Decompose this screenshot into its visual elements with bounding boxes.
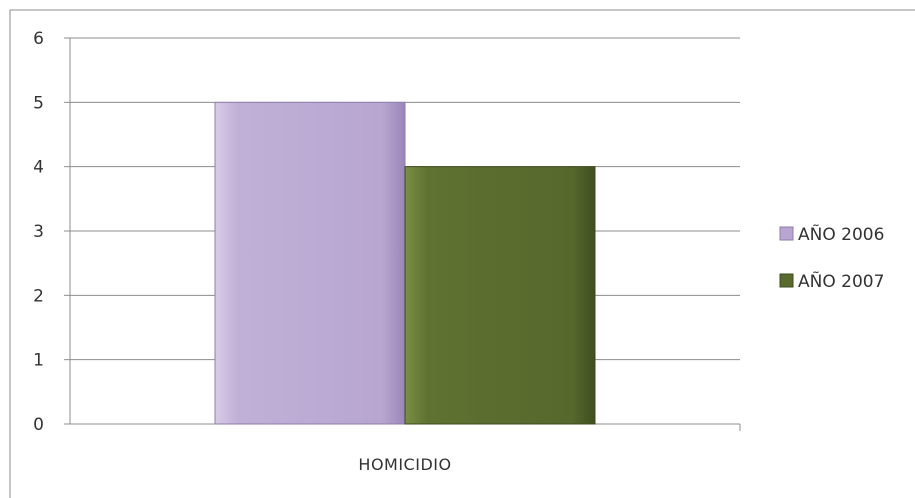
y-tick-label: 1 <box>33 351 44 371</box>
legend: AÑO 2006 AÑO 2007 <box>779 223 884 292</box>
chart-border <box>9 9 915 498</box>
y-tick-label: 5 <box>33 93 44 113</box>
x-axis: HOMICIDIO <box>358 455 451 474</box>
y-axis: 0 1 2 3 4 5 6 <box>33 29 741 435</box>
legend-swatch-2006 <box>779 226 794 241</box>
bar-año-2006 <box>214 101 406 425</box>
bar-año-2007 <box>404 166 596 425</box>
y-tick-label: 3 <box>33 222 44 242</box>
y-tick-label: 4 <box>33 158 44 178</box>
legend-label-2006: AÑO 2006 <box>798 223 884 245</box>
x-category-label: HOMICIDIO <box>358 455 451 474</box>
bars <box>214 101 596 425</box>
y-tick-label: 0 <box>33 415 44 435</box>
legend-label-2007: AÑO 2007 <box>798 270 884 292</box>
legend-swatch-2007 <box>779 273 794 288</box>
y-tick-label: 6 <box>33 29 44 49</box>
legend-item-2007: AÑO 2007 <box>779 270 884 292</box>
y-tick-label: 2 <box>33 286 44 306</box>
legend-item-2006: AÑO 2006 <box>779 223 884 245</box>
